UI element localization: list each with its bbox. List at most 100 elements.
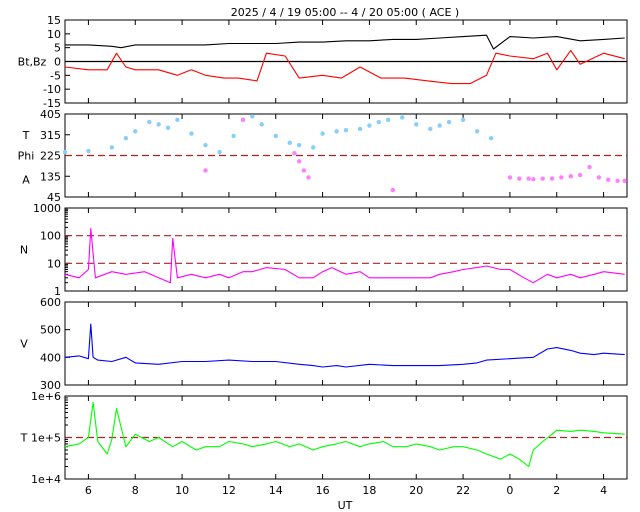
chart-panels: 151050-5-10-15Bt,Bz40531522513545TPhiA10… <box>18 14 628 486</box>
y-tick-label: 10 <box>47 28 61 41</box>
y-axis-label: T <box>20 432 28 445</box>
panel-frame <box>64 207 628 292</box>
series-Phi-low <box>203 117 627 193</box>
data-point <box>292 150 297 156</box>
x-axis-label: UT <box>338 499 353 512</box>
x-tick-label: 18 <box>362 484 376 497</box>
data-point <box>296 142 302 148</box>
x-axis: 6 8 10 12 14 16 18 20 22 0 2 4 <box>85 484 607 497</box>
data-point <box>367 123 372 128</box>
panel-frame <box>64 301 628 386</box>
data-point <box>549 176 555 181</box>
series-line-Bt <box>65 34 625 50</box>
data-point <box>301 168 307 173</box>
data-point <box>428 126 433 132</box>
data-point <box>622 178 627 184</box>
data-point <box>531 177 536 182</box>
x-tick-label: 0 <box>506 484 513 497</box>
series-line-N <box>64 228 625 284</box>
x-tick-label: 22 <box>456 484 470 497</box>
data-point <box>320 131 325 136</box>
y-tick-label: 0 <box>54 56 61 69</box>
data-point <box>189 131 194 136</box>
data-point <box>123 136 129 141</box>
y-axis-label: T <box>22 129 30 142</box>
data-point <box>165 125 171 131</box>
data-point <box>437 123 442 128</box>
data-point <box>606 177 611 182</box>
panel-angles: 405 315 225 135 45 T Phi A <box>18 108 628 204</box>
y-axis-label: Phi <box>18 150 35 163</box>
series-line-Bz <box>64 49 625 85</box>
data-point <box>615 178 620 184</box>
series-line-V <box>64 323 625 368</box>
series-line-T <box>64 401 625 468</box>
y-tick-label: 1000 <box>33 202 61 215</box>
data-point <box>517 176 522 181</box>
data-point <box>133 129 138 134</box>
data-point <box>62 149 68 155</box>
data-point <box>240 117 246 122</box>
data-point <box>296 159 302 164</box>
data-point <box>86 148 91 154</box>
data-point <box>156 122 161 127</box>
data-point <box>334 129 339 134</box>
x-tick-label: 12 <box>222 484 236 497</box>
y-tick-label: 315 <box>40 129 61 142</box>
y-tick-label: 300 <box>40 379 61 392</box>
y-tick-label: 135 <box>40 170 61 183</box>
y-tick-label: 10 <box>47 257 61 270</box>
y-tick-label: 100 <box>40 230 61 243</box>
data-point <box>109 145 115 150</box>
chart-title: 2025 / 4 / 19 05:00 -- 4 / 20 05:00 ( AC… <box>231 6 459 19</box>
panel-density: 1000 100 10 1 N <box>20 202 628 298</box>
data-point <box>357 126 363 132</box>
y-tick-label: 5 <box>54 42 61 55</box>
series-Phi <box>62 114 494 155</box>
data-point <box>311 145 316 150</box>
data-point <box>446 119 452 125</box>
data-point <box>540 176 545 181</box>
data-point <box>587 164 592 170</box>
y-tick-label: -15 <box>43 97 61 110</box>
y-tick-label: 1e+4 <box>31 473 61 486</box>
y-tick-label: 1 <box>54 285 61 298</box>
data-point <box>231 133 236 139</box>
data-point <box>559 175 564 180</box>
panel-temperature: 1e+6 1e+5 1e+4 T <box>20 390 628 486</box>
data-point <box>259 122 264 127</box>
y-tick-label: -10 <box>43 83 61 96</box>
data-point <box>203 142 208 148</box>
y-tick-label: -5 <box>50 69 61 82</box>
y-tick-label: 1e+5 <box>31 432 61 445</box>
y-tick-label: 405 <box>40 108 61 121</box>
data-point <box>203 168 208 173</box>
y-axis-label: Bt,Bz <box>18 56 47 69</box>
data-point <box>414 122 419 127</box>
y-tick-label: 225 <box>40 150 61 163</box>
y-tick-label: 500 <box>40 324 61 337</box>
y-axis-label: V <box>20 338 28 351</box>
y-axis-label: N <box>20 244 28 257</box>
data-point <box>376 119 381 125</box>
y-tick-label: 15 <box>47 14 61 27</box>
data-point <box>460 117 466 122</box>
x-tick-label: 2 <box>553 484 560 497</box>
data-point <box>507 175 513 180</box>
y-tick-label: 400 <box>40 351 61 364</box>
data-point <box>217 149 222 155</box>
data-point <box>250 114 255 119</box>
data-point <box>568 174 573 179</box>
x-tick-label: 14 <box>269 484 283 497</box>
x-tick-label: 10 <box>175 484 189 497</box>
data-point <box>577 172 583 178</box>
data-point <box>474 129 480 134</box>
data-point <box>488 136 494 141</box>
y-tick-label: 600 <box>40 296 61 309</box>
data-point <box>175 117 180 122</box>
data-point <box>526 176 531 181</box>
data-point <box>390 187 396 193</box>
panel-speed: 600 500 400 300 V <box>20 296 628 392</box>
data-point <box>147 119 152 125</box>
